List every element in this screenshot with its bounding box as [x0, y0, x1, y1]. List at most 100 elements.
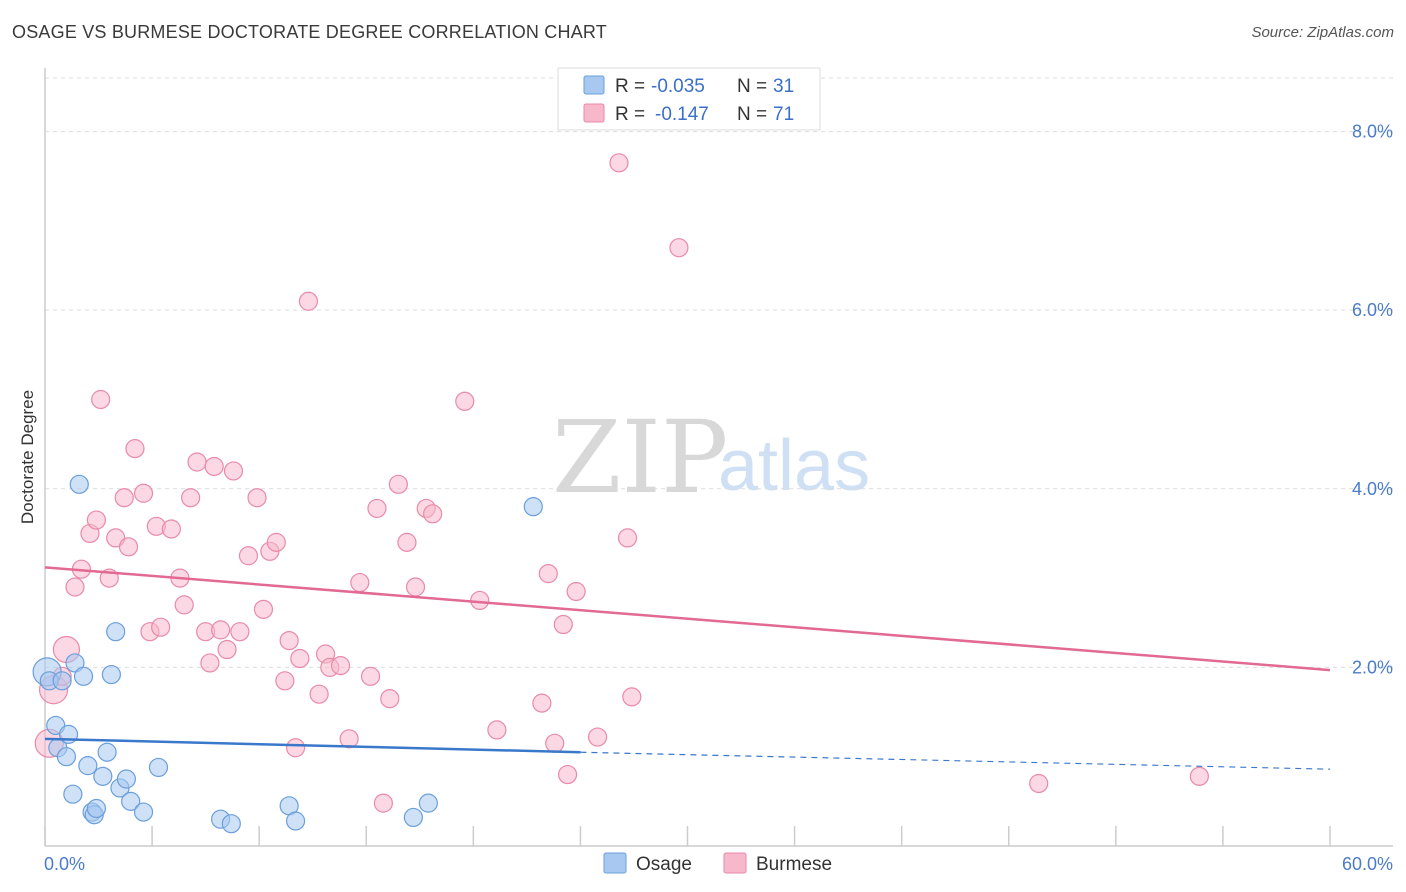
bottom-legend-label-burmese: Burmese [756, 854, 832, 875]
osage-point [52, 671, 72, 691]
burmese-point [247, 488, 267, 508]
osage-point [121, 791, 141, 811]
osage-trend-line [44, 737, 581, 754]
burmese-point [253, 599, 274, 619]
y-axis-tick-labels: 2.0% 4.0% 6.0% 8.0% [1352, 122, 1393, 678]
burmese-point [669, 238, 689, 258]
burmese-point [532, 693, 552, 713]
legend-swatch-burmese [583, 103, 605, 123]
osage-point [403, 807, 423, 828]
burmese-point [1029, 773, 1049, 794]
osage-point [97, 742, 117, 762]
burmese-point [455, 391, 475, 411]
osage-point [63, 784, 83, 804]
burmese-point [566, 581, 586, 602]
legend-box: R = -0.035 N = 31 R = -0.147 N = 71 [557, 67, 821, 131]
burmese-point [151, 617, 171, 637]
burmese-point [230, 622, 250, 642]
bottom-legend: Osage Burmese [603, 852, 832, 875]
y-tick-label: 8.0% [1352, 122, 1393, 142]
osage-point [106, 622, 126, 642]
osage-point [69, 474, 89, 494]
osage-point [65, 653, 85, 673]
burmese-point [538, 564, 558, 584]
osage-point [56, 747, 77, 767]
burmese-point [86, 510, 107, 530]
burmese-point [266, 532, 286, 552]
burmese-point [181, 488, 201, 508]
legend-r-label-burmese: R = [615, 104, 645, 125]
burmese-trend-line [44, 566, 1331, 672]
watermark-zip: ZIP [552, 399, 728, 516]
burmese-point [125, 439, 145, 459]
legend-r-value-osage: -0.035 [651, 76, 705, 97]
legend-n-value-osage: 31 [773, 76, 794, 97]
legend-r-label-osage: R = [615, 76, 645, 97]
burmese-point [118, 537, 139, 557]
burmese-point [622, 687, 642, 707]
osage-point [93, 766, 113, 786]
osage-trend-extension [580, 751, 1331, 770]
burmese-point [187, 452, 207, 472]
burmese-point [275, 671, 295, 691]
bottom-legend-label-osage: Osage [636, 854, 692, 875]
burmese-point [373, 793, 393, 813]
y-axis-label: Doctorate Degree [18, 390, 37, 524]
osage-point [133, 802, 154, 822]
gridlines [45, 77, 1393, 668]
burmese-point [223, 461, 244, 481]
burmese-point [388, 474, 408, 494]
burmese-point [204, 456, 224, 477]
burmese-point [285, 738, 306, 758]
burmese-point [114, 488, 134, 508]
burmese-point [617, 528, 638, 548]
burmese-point [290, 648, 310, 669]
osage-point [285, 811, 306, 831]
burmese-point [545, 733, 565, 753]
x-tick-label-min: 0.0% [44, 854, 85, 874]
osage-points [32, 474, 543, 834]
burmese-point [217, 639, 237, 660]
burmese-point [609, 153, 629, 173]
osage-point [148, 757, 169, 778]
legend-swatch-osage [583, 75, 605, 95]
legend-r-value-burmese: -0.147 [655, 104, 709, 125]
legend-n-label-osage: N = [737, 76, 767, 97]
burmese-point [423, 504, 443, 524]
burmese-point [161, 519, 181, 539]
burmese-point [238, 546, 259, 566]
chart-title: OSAGE VS BURMESE DOCTORATE DEGREE CORREL… [12, 22, 607, 42]
burmese-point [339, 729, 359, 749]
burmese-point [65, 577, 85, 597]
burmese-point [279, 631, 299, 651]
burmese-point [587, 727, 608, 747]
legend-n-value-burmese: 71 [773, 104, 794, 125]
burmese-point [405, 577, 426, 597]
osage-point [418, 793, 438, 813]
y-tick-label: 2.0% [1352, 657, 1393, 677]
burmese-point [367, 498, 387, 519]
osage-point [78, 756, 98, 776]
osage-point [523, 497, 543, 517]
burmese-point [298, 291, 319, 311]
burmese-point [330, 656, 351, 676]
burmese-point [200, 653, 220, 673]
burmese-point [211, 620, 231, 640]
burmese-point [557, 764, 578, 785]
burmese-point [360, 666, 381, 686]
source-credit: Source: ZipAtlas.com [1251, 24, 1394, 41]
bottom-legend-swatch-burmese [723, 852, 747, 874]
burmese-point [1189, 766, 1209, 786]
legend-n-label-burmese: N = [737, 104, 767, 125]
osage-point [101, 664, 121, 685]
burmese-point [553, 614, 573, 635]
watermark-atlas: atlas [718, 426, 870, 506]
burmese-point [91, 389, 111, 410]
burmese-point [350, 572, 370, 593]
burmese-point [397, 532, 417, 552]
osage-point [116, 769, 136, 789]
watermark: ZIP atlas [552, 399, 870, 516]
y-tick-label: 4.0% [1352, 479, 1393, 499]
burmese-point [487, 720, 507, 740]
